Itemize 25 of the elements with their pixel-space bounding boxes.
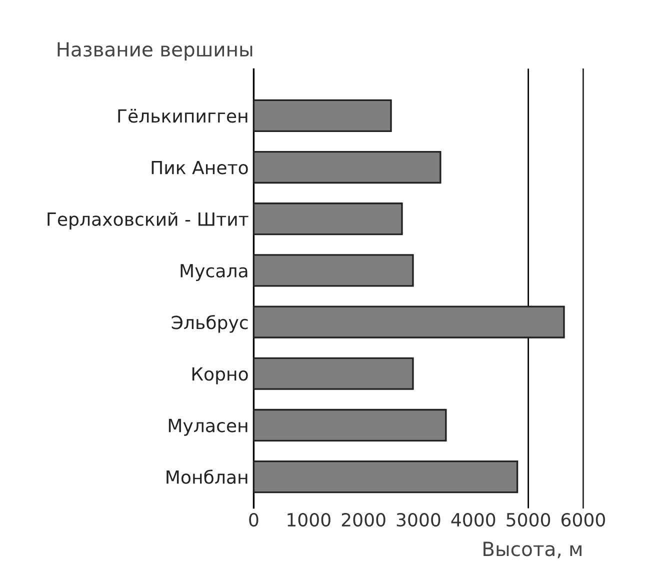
y-tick-label: Монблан [166,470,248,484]
x-tick-label: 0 [249,512,258,527]
y-tick-label: Эльбрус [172,315,248,333]
x-tick-label: 2000 [342,512,386,527]
y-axis-title: Название вершины [58,42,252,60]
bar [254,460,518,494]
y-tick-label: Муласен [168,418,248,436]
bar [254,99,392,132]
bar [254,202,403,236]
x-tick-label: 3000 [396,512,440,527]
x-tick-label: 1000 [288,512,330,527]
x-tick-label: 5000 [506,512,550,527]
y-tick-label: Герлаховский - Штит [48,212,248,230]
x-axis-title: Высота, м [484,542,582,558]
bar [254,150,442,184]
bar [254,254,414,287]
y-tick-label: Пик Ането [152,160,248,174]
bar [254,408,447,442]
bar [254,306,565,338]
bar [254,357,414,390]
x-tick-label: 6000 [562,512,605,527]
x-tick-label: 4000 [451,512,496,527]
y-tick-label: Мусала [180,264,248,282]
y-tick-label: Гёлькипигген [118,108,248,123]
y-tick-label: Корно [192,367,248,384]
